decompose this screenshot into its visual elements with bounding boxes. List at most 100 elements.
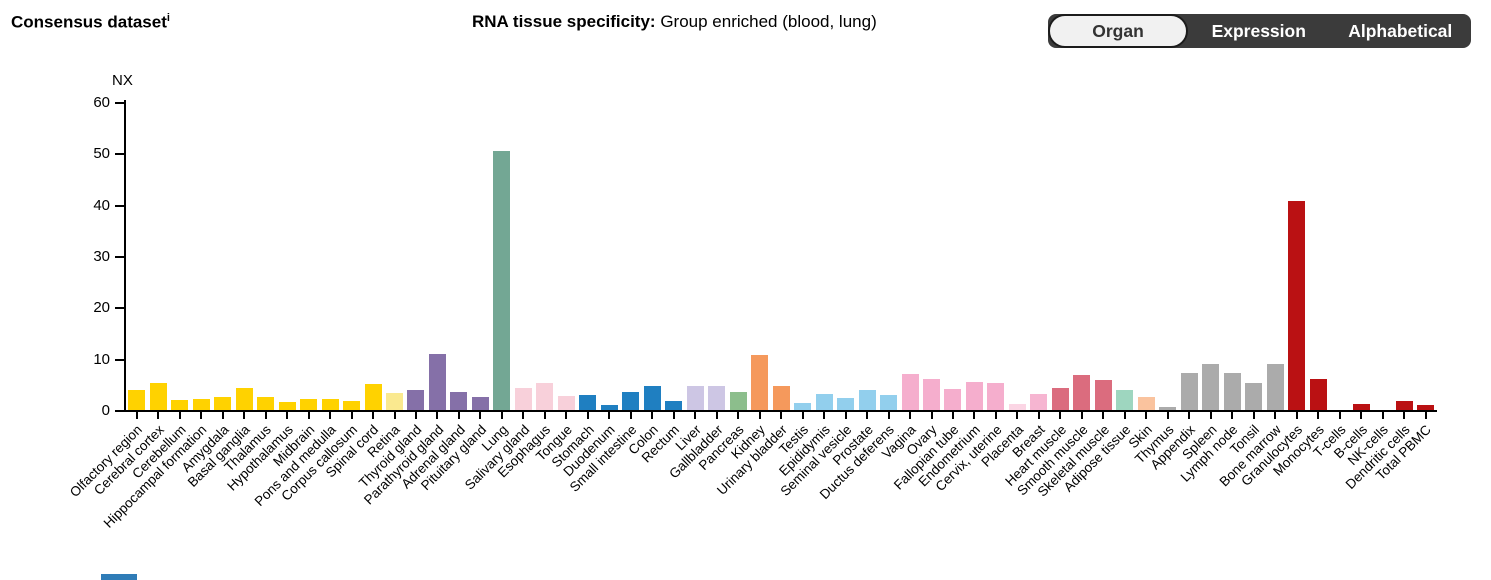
x-axis-line [124,410,1437,412]
x-tick-mark [1338,412,1341,419]
x-tick-mark [973,412,976,419]
x-tick-mark [823,412,826,419]
bar[interactable] [407,390,425,410]
bar[interactable] [1137,397,1155,410]
rna-specificity-value: Group enriched (blood, lung) [655,12,877,31]
tab-expression[interactable]: Expression [1211,20,1306,41]
bar[interactable] [729,392,747,410]
bar[interactable] [214,397,232,410]
bar[interactable] [1030,394,1048,410]
bar[interactable] [751,355,769,410]
bar[interactable] [235,388,253,410]
x-tick-mark [1252,412,1255,419]
bar[interactable] [493,151,511,410]
x-tick-mark [350,412,353,419]
bar[interactable] [1051,388,1069,410]
y-tick-label: 10 [93,350,110,368]
bar[interactable] [579,395,597,410]
x-tick-mark [1381,412,1384,419]
bar[interactable] [471,397,489,410]
info-superscript[interactable]: i [166,12,170,24]
bar[interactable] [1116,390,1134,410]
bar[interactable] [858,390,876,410]
rna-specificity-label: RNA tissue specificity: [472,12,656,31]
x-tick-mark [157,412,160,419]
bar[interactable] [665,401,683,410]
bar[interactable] [1094,380,1112,410]
bar[interactable] [171,400,189,410]
bar[interactable] [321,399,339,410]
x-tick-mark [608,412,611,419]
x-tick-mark [672,412,675,419]
bar[interactable] [128,390,146,410]
y-tick-mark [115,204,124,207]
bar[interactable] [450,392,468,410]
bar[interactable] [149,383,167,410]
tab-organ[interactable]: Organ [1048,14,1188,48]
bar[interactable] [944,389,962,410]
x-tick-mark [866,412,869,419]
bar[interactable] [1352,404,1370,410]
bar[interactable] [1202,364,1220,410]
x-tick-mark [887,412,890,419]
bar[interactable] [772,386,790,410]
bar[interactable] [1008,404,1026,410]
page-title: Consensus dataseti [11,12,170,33]
bar[interactable] [300,399,318,410]
y-tick-label: 60 [93,94,110,112]
bar[interactable] [643,386,661,410]
bar[interactable] [708,386,726,410]
bar[interactable] [364,384,382,410]
sort-toggle-group: Organ Expression Alphabetical [1048,14,1471,48]
x-tick-mark [715,412,718,419]
bar[interactable] [1223,373,1241,410]
bar[interactable] [428,354,446,410]
bar[interactable] [686,386,704,410]
bar[interactable] [965,382,983,410]
bar[interactable] [1159,407,1177,410]
bar[interactable] [880,395,898,410]
y-tick-mark [115,307,124,310]
x-tick-mark [178,412,181,419]
x-tick-mark [909,412,912,419]
bar[interactable] [901,374,919,410]
x-tick-mark [200,412,203,419]
x-tick-mark [543,412,546,419]
tab-alphabetical[interactable]: Alphabetical [1348,20,1453,41]
bar[interactable] [1245,383,1263,410]
bar[interactable] [343,401,361,410]
bar[interactable] [257,397,275,410]
x-tick-mark [286,412,289,419]
bar[interactable] [1417,405,1435,410]
x-tick-mark [1037,412,1040,419]
bar[interactable] [278,402,296,410]
x-tick-mark [135,412,138,419]
x-tick-mark [994,412,997,419]
bar[interactable] [386,393,403,410]
x-tick-mark [393,412,396,419]
bar[interactable] [1073,375,1091,410]
bar[interactable] [192,399,210,410]
bar[interactable] [837,398,855,410]
bar[interactable] [536,383,554,410]
bar[interactable] [923,379,940,410]
bar[interactable] [1288,201,1306,410]
bar[interactable] [1309,379,1327,410]
bar[interactable] [1266,364,1284,410]
y-tick-label: 30 [93,248,110,265]
bar[interactable] [987,383,1005,410]
bar[interactable] [600,405,618,410]
bar[interactable] [514,388,532,410]
bar[interactable] [794,403,812,410]
bar[interactable] [1395,401,1413,410]
bar[interactable] [1180,373,1198,410]
bar[interactable] [815,394,833,410]
x-tick-mark [436,412,439,419]
bar[interactable] [557,396,575,410]
y-tick-label: 40 [93,196,110,214]
y-tick-mark [115,153,124,156]
bar[interactable] [622,392,640,410]
y-tick-label: 20 [93,299,110,317]
x-tick-mark [694,412,697,419]
x-tick-mark [565,412,568,419]
